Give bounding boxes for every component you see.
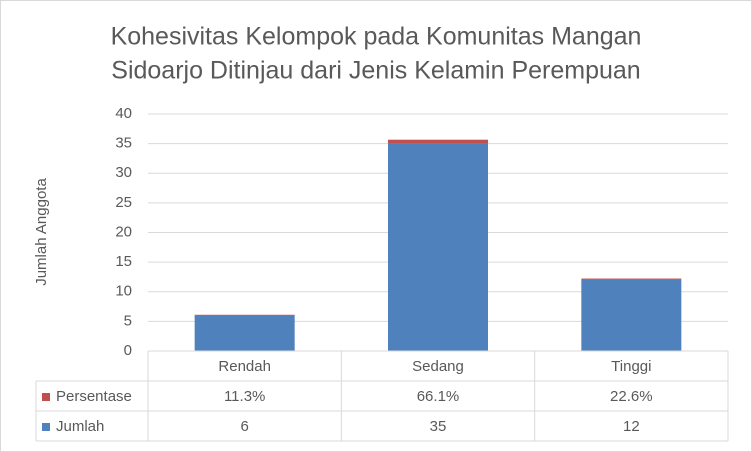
legend-key (42, 423, 50, 431)
bar-segment (388, 139, 488, 144)
legend-label: Jumlah (56, 418, 104, 435)
bar-segment (194, 315, 295, 351)
table-cell: 11.3% (224, 388, 265, 405)
bar-segment (194, 314, 295, 316)
table-cell: 35 (430, 418, 447, 435)
y-tick-label: 25 (115, 194, 132, 211)
x-tick-label: Sedang (412, 358, 464, 375)
x-tick-label: Tinggi (611, 358, 651, 375)
bar-segment (388, 143, 488, 351)
y-tick-label: 40 (115, 105, 132, 122)
table-cell: 66.1% (417, 388, 460, 405)
y-tick-label: 0 (124, 342, 132, 359)
y-tick-label: 30 (115, 164, 132, 181)
chart-title: Sidoarjo Ditinjau dari Jenis Kelamin Per… (111, 57, 640, 85)
table-cell: 22.6% (610, 388, 653, 405)
y-tick-label: 5 (124, 312, 132, 329)
y-tick-label: 35 (115, 135, 132, 152)
table-cell: 6 (240, 418, 248, 435)
x-tick-label: Rendah (218, 358, 271, 375)
y-tick-label: 20 (115, 223, 132, 240)
legend-key (42, 393, 50, 401)
chart-title: Kohesivitas Kelompok pada Komunitas Mang… (111, 23, 642, 51)
y-tick-label: 10 (115, 283, 132, 300)
table-cell: 12 (623, 418, 640, 435)
bar-segment (581, 278, 682, 280)
bar-segment (581, 279, 682, 351)
y-axis-label: Jumlah Anggota (33, 178, 50, 286)
y-tick-label: 15 (115, 253, 132, 270)
legend-label: Persentase (56, 388, 132, 405)
